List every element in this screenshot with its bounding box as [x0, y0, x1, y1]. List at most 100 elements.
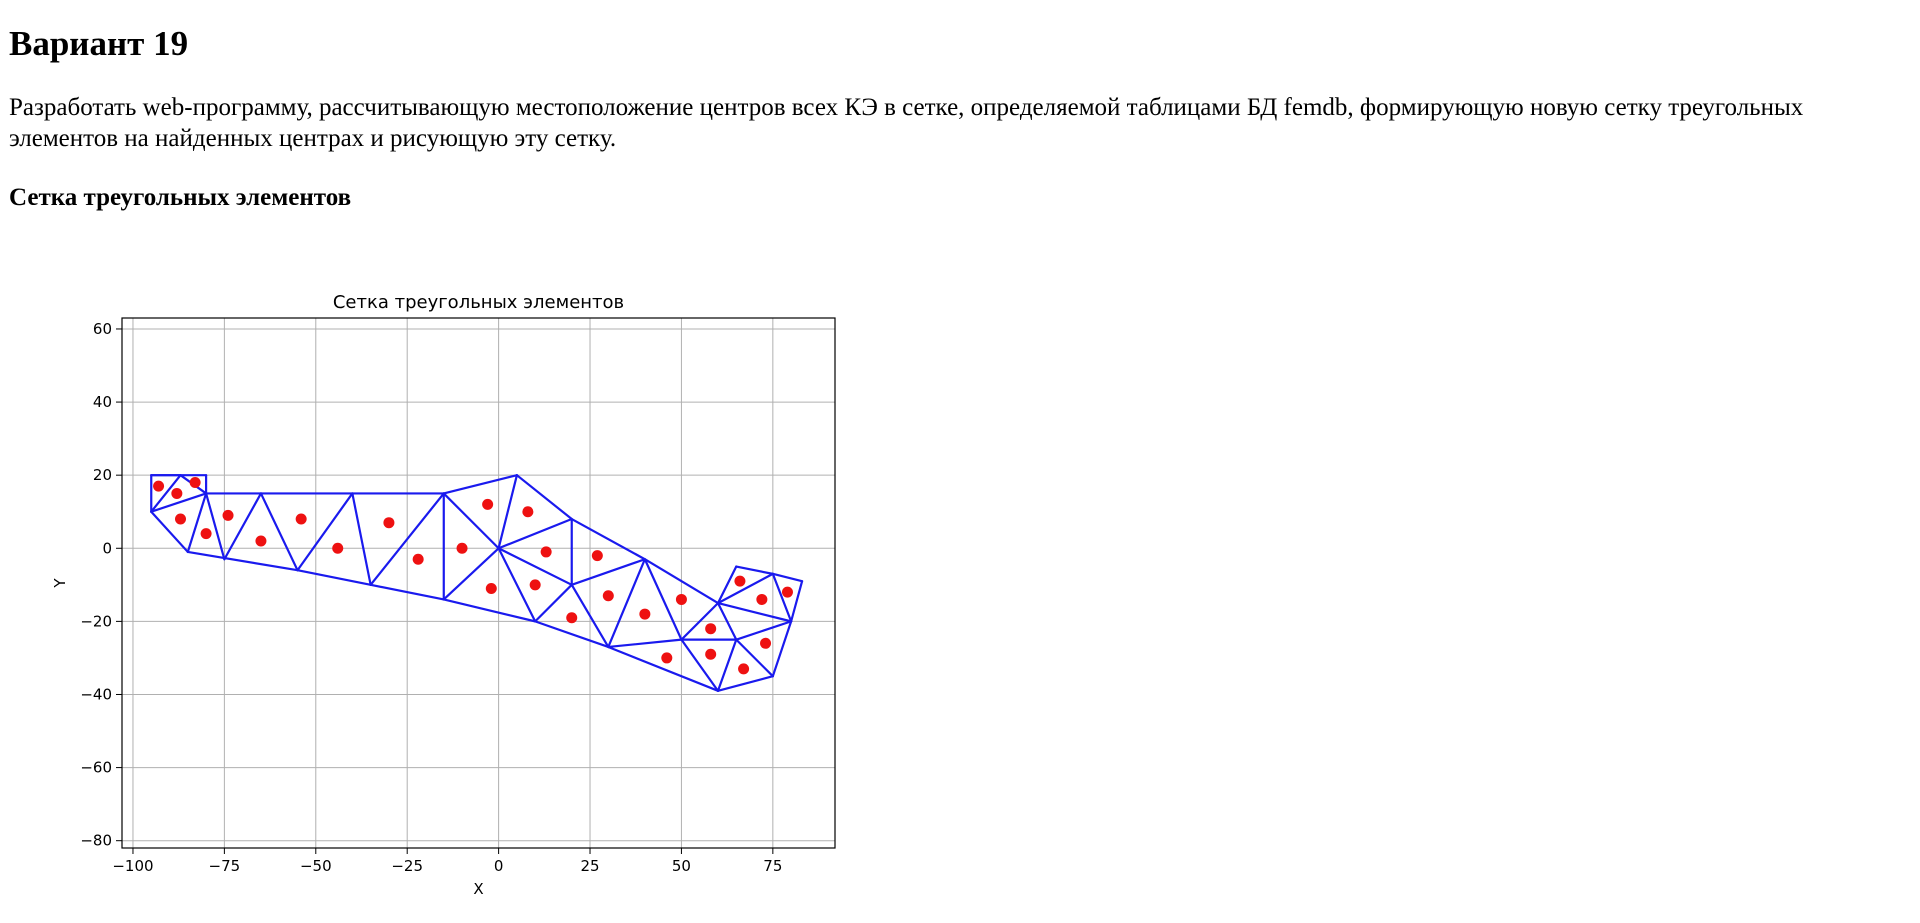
- mesh-edge: [204, 492, 226, 561]
- mesh-edge: [296, 569, 372, 586]
- mesh-edge: [716, 565, 738, 605]
- y-tick-label: −20: [80, 612, 112, 630]
- x-tick-label: −75: [209, 857, 241, 875]
- mesh-edge: [369, 583, 445, 601]
- y-tick-label: 0: [102, 539, 112, 557]
- chart-title: Сетка треугольных элементов: [333, 292, 624, 313]
- element-center-point: [738, 663, 750, 675]
- element-center-point: [705, 623, 717, 635]
- mesh-edge: [150, 492, 208, 513]
- element-center-point: [456, 542, 468, 554]
- mesh-edge: [680, 602, 720, 641]
- element-center-point: [171, 487, 183, 499]
- element-center-point: [661, 652, 673, 664]
- y-tick-label: 40: [93, 393, 112, 411]
- element-center-point: [295, 513, 307, 525]
- mesh-edge: [735, 620, 793, 641]
- element-center-point: [255, 535, 267, 547]
- element-center-point: [705, 648, 717, 660]
- y-tick-label: −40: [80, 685, 112, 703]
- mesh-edge: [223, 492, 263, 561]
- mesh-edge: [497, 474, 518, 550]
- mesh-edge: [534, 620, 610, 649]
- grid-lines: [122, 318, 835, 848]
- mesh-edge: [607, 638, 683, 649]
- mesh-edge: [643, 558, 683, 641]
- y-axis-label: Y: [51, 578, 69, 589]
- mesh-edge: [771, 572, 804, 583]
- x-tick-label: −50: [300, 857, 332, 875]
- mesh-edge: [442, 598, 537, 623]
- element-center-point: [760, 637, 772, 649]
- mesh-edge: [150, 510, 189, 554]
- element-center-point: [566, 612, 578, 624]
- mesh-edge: [442, 474, 518, 495]
- mesh-edge: [150, 474, 182, 513]
- mesh-edge: [771, 572, 793, 623]
- x-tick-label: −100: [112, 857, 153, 875]
- element-center-point: [529, 579, 541, 591]
- element-center-point: [200, 528, 212, 540]
- mesh-edge: [534, 583, 573, 623]
- mesh-edge: [186, 492, 208, 554]
- mesh-chart: −100 −75 −50 −25 0 25 50 75 60 40 20 0 −20 −40 −60 −80 …: [45, 285, 845, 895]
- mesh-edge: [497, 517, 573, 550]
- element-center-point: [383, 517, 395, 529]
- element-center-point: [540, 546, 552, 558]
- mesh-edge: [369, 492, 445, 586]
- mesh-edge: [790, 580, 804, 623]
- mesh-edge: [607, 645, 720, 692]
- mesh-edge: [296, 492, 354, 572]
- element-centers: [153, 476, 793, 675]
- mesh-edge: [259, 492, 299, 572]
- mesh-edge: [607, 558, 646, 649]
- x-tick-label: −25: [391, 857, 423, 875]
- mesh-edge: [570, 583, 610, 649]
- chart-svg: −100 −75 −50 −25 0 25 50 756040200−20−40−60−80 …: [51, 292, 836, 895]
- element-center-point: [485, 582, 497, 594]
- mesh-edge: [716, 602, 738, 641]
- mesh-edge: [442, 547, 500, 601]
- element-center-point: [591, 550, 603, 562]
- element-center-point: [756, 593, 768, 605]
- task-description: Разработать web-программу, рассчитывающу…: [9, 94, 1804, 152]
- element-center-point: [734, 575, 746, 587]
- mesh-edge: [497, 547, 537, 623]
- mesh-edge: [735, 565, 774, 575]
- x-tick-label: 50: [672, 857, 691, 875]
- x-tick-label: 75: [763, 857, 782, 875]
- y-tick-label: −60: [80, 759, 112, 777]
- element-center-point: [781, 586, 793, 598]
- section-heading: Сетка треугольных элементов: [9, 184, 352, 211]
- x-axis-label: X: [473, 880, 483, 895]
- mesh-edge: [771, 620, 793, 678]
- element-center-point: [675, 593, 687, 605]
- mesh-edge: [515, 474, 573, 521]
- mesh-edge: [716, 572, 774, 605]
- mesh-edge: [497, 547, 573, 586]
- element-center-point: [175, 513, 187, 525]
- mesh-edge: [442, 492, 500, 550]
- mesh-edge: [735, 638, 774, 678]
- element-center-point: [522, 506, 534, 518]
- mesh-edge: [716, 602, 793, 623]
- element-center-point: [602, 590, 614, 602]
- mesh-edge: [186, 550, 299, 572]
- element-center-point: [153, 480, 165, 492]
- element-center-point: [222, 509, 234, 521]
- mesh-edge: [570, 558, 646, 586]
- plot-frame: [121, 317, 836, 849]
- mesh-edge: [716, 675, 774, 692]
- y-tick-label: −80: [80, 832, 112, 850]
- mesh-edge: [570, 517, 646, 561]
- element-center-point: [332, 542, 344, 554]
- mesh-edge: [643, 558, 720, 605]
- element-center-point: [412, 553, 424, 565]
- page-title: Вариант 19: [9, 24, 189, 63]
- mesh-edge: [351, 492, 372, 586]
- y-tick-label: 20: [93, 466, 112, 484]
- element-center-point: [639, 608, 651, 620]
- mesh-edge: [680, 638, 720, 692]
- element-center-point: [189, 476, 201, 488]
- element-center-point: [482, 498, 494, 510]
